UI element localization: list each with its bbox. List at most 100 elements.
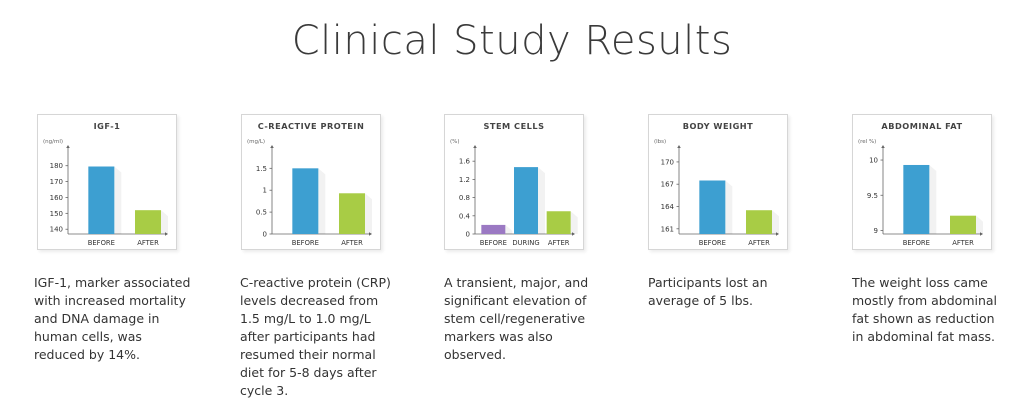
x-tick-label: AFTER [341,239,363,247]
chart-card: STEM CELLS (%) 0 0.4 0.8 1.2 1.6 BEFORE DURING AF… [444,114,584,250]
description-line: with increased mortality [34,293,186,308]
description-line: diet for 5-8 days after [240,365,377,380]
bar-shadow [570,211,578,234]
x-tick-label: BEFORE [699,239,726,247]
y-tick-label: 180 [50,162,63,170]
x-axis-arrow [165,232,168,236]
y-tick-label: 1.5 [256,165,267,173]
bar-shadow [365,193,372,234]
description-line: IGF-1, marker associated [34,275,191,290]
x-axis-arrow [980,232,983,236]
chart-title: IGF-1 [94,121,121,131]
description-line: observed. [444,347,506,362]
x-tick-label: AFTER [548,239,570,247]
description-line: cycle 3. [240,383,289,398]
y-axis-arrow [473,145,477,148]
x-tick-label: AFTER [952,239,974,247]
chart-title: ABDOMINAL FAT [881,121,962,131]
chart-title: C-REACTIVE PROTEIN [258,121,365,131]
x-axis-arrow [776,232,779,236]
description-line: 1.5 mg/L to 1.0 mg/L [240,311,371,326]
bar-shadow [976,215,983,234]
x-tick-label: BEFORE [292,239,319,247]
y-unit-label: (lbs) [654,139,666,145]
description-line: significant elevation of [444,293,587,308]
x-axis-arrow [572,232,575,236]
y-axis-arrow [881,145,885,148]
y-axis-arrow [270,145,274,148]
y-axis-arrow [66,145,70,148]
description-line: C-reactive protein (CRP) [240,275,391,290]
y-tick-label: 9 [874,227,878,235]
x-tick-label: BEFORE [480,239,507,247]
bar [950,215,976,234]
y-unit-label: (mg/L) [247,139,265,145]
y-tick-label: 150 [50,210,63,218]
chart-description: Participants lost an average of 5 lbs. [648,274,823,310]
page-title: Clinical Study Results [291,18,733,64]
chart-title: STEM CELLS [483,121,544,131]
bar-shadow [114,166,122,234]
y-tick-label: 170 [661,158,674,166]
x-tick-label: DURING [512,239,539,247]
bar [546,211,571,234]
description-line: levels decreased from [240,293,379,308]
y-tick-label: 0.5 [256,209,267,217]
y-tick-label: 10 [869,157,878,165]
bar [746,210,772,234]
description-line: The weight loss came [852,275,988,290]
description-line: average of 5 lbs. [648,293,753,308]
y-tick-label: 0.4 [459,212,471,220]
y-unit-label: (rel %) [858,139,876,145]
y-tick-label: 160 [50,194,63,202]
bar [514,167,538,234]
chart-card: IGF-1 (ng/ml) 140 150 160 170 180 BEFORE AFTER [37,114,177,250]
x-tick-label: BEFORE [88,239,115,247]
chart-svg: BODY WEIGHT (lbs) 161 164 167 170 BEFORE AFTER [654,121,779,247]
y-tick-label: 167 [661,181,674,189]
chart-svg: STEM CELLS (%) 0 0.4 0.8 1.2 1.6 BEFORE DURING AF… [450,121,578,247]
y-tick-label: 170 [50,178,63,186]
description-line: Participants lost an [648,275,768,290]
x-tick-label: AFTER [748,239,770,247]
chart-description: The weight loss came mostly from abdomina… [852,274,1024,346]
chart-svg: IGF-1 (ng/ml) 140 150 160 170 180 BEFORE AFTER [43,121,168,247]
bar [135,210,161,234]
description-line: resumed their normal [240,347,376,362]
chart-description: C-reactive protein (CRP) levels decreased… [240,274,415,400]
description-line: stem cell/regenerative [444,311,586,326]
description-line: mostly from abdominal [852,293,998,308]
chart-card: C-REACTIVE PROTEIN (mg/L) 0 0.5 1 1.5 BEFORE AF… [241,114,381,250]
bar-shadow [772,210,779,234]
chart-description: IGF-1, marker associated with increased m… [34,274,209,364]
y-tick-label: 9.5 [867,192,878,200]
chart-title: BODY WEIGHT [683,121,754,131]
chart-svg: C-REACTIVE PROTEIN (mg/L) 0 0.5 1 1.5 BEFORE AF… [247,121,372,247]
bar-shadow [538,167,545,234]
bar-shadow [505,224,513,234]
bar-shadow [161,210,168,234]
chart-svg: ABDOMINAL FAT (rel %) 9 9.5 10 BEFORE AFTER [858,121,983,247]
description-line: markers was also [444,329,553,344]
bar [903,164,930,234]
bar [88,166,115,234]
x-tick-label: BEFORE [903,239,930,247]
description-line: human cells, was [34,329,142,344]
description-line: fat shown as reduction [852,311,995,326]
y-tick-label: 1 [263,187,267,195]
y-unit-label: (ng/ml) [43,139,63,145]
y-tick-label: 164 [661,203,675,211]
y-tick-label: 0.8 [459,194,470,202]
bar [292,168,319,234]
chart-card: ABDOMINAL FAT (rel %) 9 9.5 10 BEFORE AFTER [852,114,992,250]
y-tick-label: 1.2 [459,176,470,184]
bar-shadow [929,164,937,234]
y-tick-label: 0 [263,231,267,239]
x-axis-arrow [369,232,372,236]
description-line: after participants had [240,329,376,344]
x-tick-label: AFTER [137,239,159,247]
y-tick-label: 1.6 [459,158,471,166]
description-line: reduced by 14%. [34,347,140,362]
chart-card: BODY WEIGHT (lbs) 161 164 167 170 BEFORE AFTER [648,114,788,250]
y-unit-label: (%) [450,139,460,145]
